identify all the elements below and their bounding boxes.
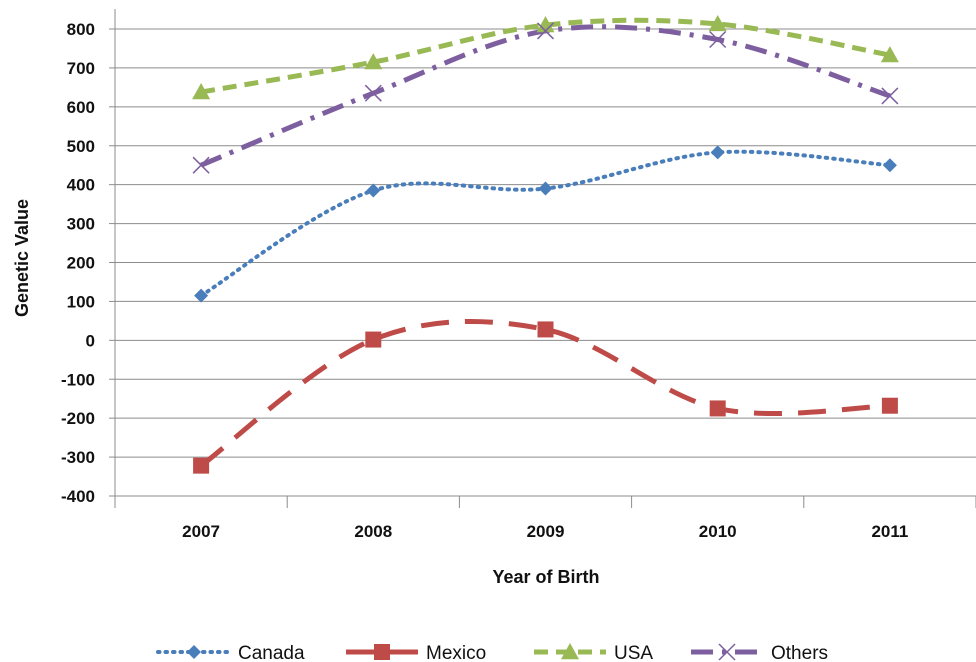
data-point-mexico	[193, 457, 210, 474]
data-point-others	[709, 30, 727, 49]
legend-item-usa: USA	[534, 643, 653, 662]
x-tick-label: 2009	[527, 522, 565, 541]
y-tick-label: -400	[61, 487, 95, 506]
legend-marker-others-stroke	[718, 643, 736, 661]
legend-marker-mexico	[374, 644, 390, 660]
data-point-usa	[536, 16, 555, 33]
data-point-canada	[366, 183, 381, 198]
legend-marker-others	[718, 643, 736, 661]
gridlines	[115, 28, 976, 497]
x-axis-title: Year of Birth	[492, 567, 599, 587]
data-point-others-stroke	[192, 156, 210, 174]
legend-label-canada: Canada	[238, 643, 305, 662]
legend-item-canada: Canada	[156, 643, 305, 662]
data-point-others-stroke	[881, 87, 899, 105]
series-line-usa	[200, 17, 891, 95]
legend-label-usa: USA	[614, 643, 653, 662]
legend-item-mexico: Mexico	[346, 643, 486, 662]
legend-label-others: Others	[771, 643, 828, 662]
y-tick-label: 100	[67, 292, 95, 311]
data-point-canada	[710, 145, 725, 160]
y-tick-label: 500	[67, 137, 95, 156]
legend-item-others: Others	[691, 643, 828, 662]
series-line-others	[200, 24, 891, 168]
data-point-canada	[538, 181, 553, 196]
legend: Canada Mexico USA Others	[156, 643, 828, 662]
series-line-mexico	[199, 318, 890, 468]
data-point-canada	[882, 158, 897, 173]
legend-marker-usa	[561, 643, 579, 660]
data-point-mexico	[365, 331, 382, 348]
y-tick-label: 600	[67, 98, 95, 117]
y-axis-title: Genetic Value	[12, 199, 32, 317]
y-tick-label: 700	[67, 59, 95, 78]
data-point-usa	[708, 14, 727, 32]
data-point-others-stroke	[709, 30, 727, 49]
axes: 800 700 600 500 400 300 200 100 0 -100 -200 -300 -40…	[61, 9, 976, 541]
x-tick-label: 2008	[354, 522, 392, 541]
data-point-canada	[194, 288, 209, 303]
data-point-mexico	[709, 400, 726, 417]
y-tick-label: -200	[61, 409, 95, 428]
series-lines	[199, 17, 892, 468]
x-tick-label: 2007	[182, 522, 220, 541]
y-tick-label: -100	[61, 370, 95, 389]
data-point-others-stroke	[364, 84, 382, 102]
data-point-others	[364, 84, 382, 102]
data-point-usa	[880, 46, 899, 63]
y-tick-label: 800	[67, 20, 95, 39]
data-point-usa	[364, 53, 383, 70]
series-markers	[192, 14, 899, 474]
x-tick-label: 2010	[699, 522, 737, 541]
data-point-mexico	[537, 321, 554, 338]
y-tick-label: -300	[61, 448, 95, 467]
y-tick-label: 200	[67, 254, 95, 273]
data-point-usa	[192, 83, 211, 100]
legend-label-mexico: Mexico	[426, 643, 486, 662]
data-point-others	[192, 156, 210, 174]
data-point-mexico	[881, 397, 898, 414]
y-tick-label: 0	[86, 331, 95, 350]
data-point-others	[881, 87, 899, 105]
legend-marker-canada	[187, 645, 201, 659]
x-tick-label: 2011	[871, 522, 908, 541]
y-tick-label: 400	[67, 176, 95, 195]
data-point-others-stroke	[536, 22, 555, 40]
y-tick-label: 300	[67, 215, 95, 234]
data-point-others	[536, 22, 555, 40]
